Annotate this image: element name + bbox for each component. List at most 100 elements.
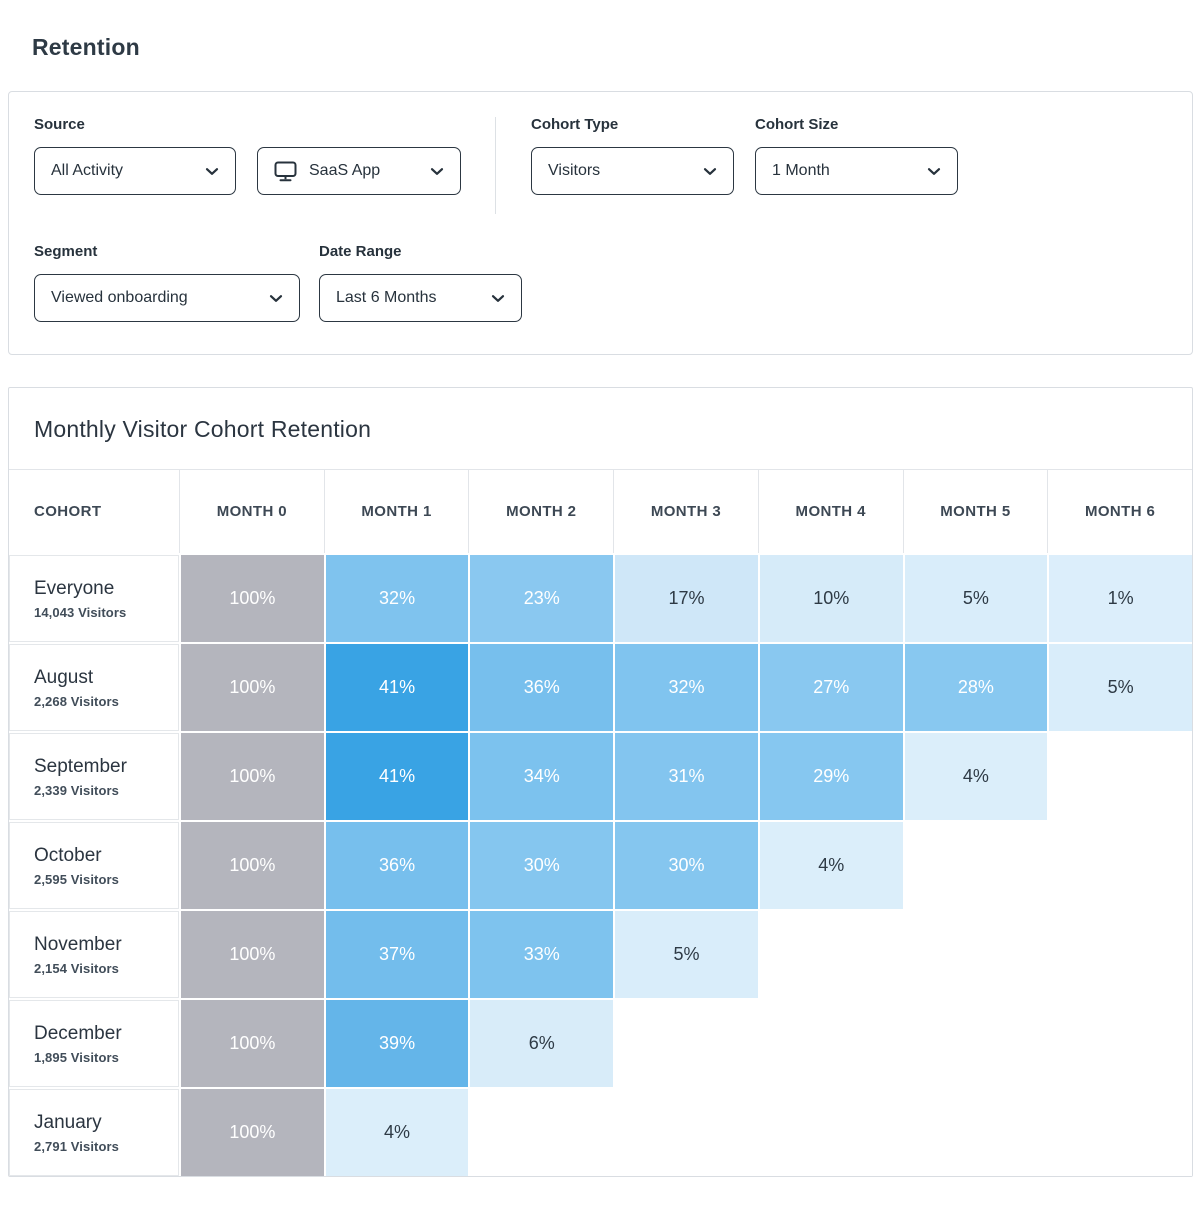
retention-cell: 100% <box>181 1000 324 1087</box>
retention-cell: 41% <box>325 733 469 820</box>
filter-group-cohort-size: Cohort Size 1 Month <box>755 116 958 195</box>
cohort-name: January <box>34 1111 102 1133</box>
retention-cell: 32% <box>325 555 469 642</box>
empty-cell <box>1049 1089 1192 1176</box>
column-header-month: MONTH 0 <box>179 470 324 553</box>
column-header-month: MONTH 6 <box>1047 470 1192 553</box>
cohort-name: Everyone <box>34 577 115 599</box>
cohort-visitor-count: 2,339 Visitors <box>34 782 119 798</box>
empty-cell <box>615 1000 758 1087</box>
date-range-label: Date Range <box>319 243 402 260</box>
cohort-visitor-count: 2,791 Visitors <box>34 1138 119 1154</box>
chevron-down-icon <box>205 167 219 176</box>
monitor-icon <box>274 161 297 182</box>
retention-cell: 100% <box>181 822 324 909</box>
retention-cell: 41% <box>325 644 469 731</box>
retention-cell: 100% <box>181 555 324 642</box>
date-range-value: Last 6 Months <box>336 289 437 306</box>
segment-label: Segment <box>34 243 98 260</box>
retention-cell: 30% <box>470 822 614 909</box>
retention-cell: 5% <box>1049 644 1192 731</box>
cohort-name: October <box>34 844 102 866</box>
column-header-cohort: COHORT <box>34 503 102 520</box>
retention-table-panel: Monthly Visitor Cohort Retention COHORT M… <box>8 387 1193 1177</box>
empty-cell <box>1049 1000 1192 1087</box>
cohort-type-label: Cohort Type <box>531 116 619 133</box>
cohort-label-cell: August 2,268 Visitors <box>9 644 179 731</box>
retention-cell: 36% <box>325 822 469 909</box>
cohort-size-value: 1 Month <box>772 162 830 179</box>
cohort-name: December <box>34 1022 122 1044</box>
column-header-month: MONTH 1 <box>323 470 469 553</box>
empty-cell <box>1049 733 1192 820</box>
retention-cell: 36% <box>470 644 614 731</box>
chevron-down-icon <box>269 294 283 303</box>
retention-cell: 17% <box>615 555 758 642</box>
retention-cell: 32% <box>615 644 758 731</box>
cohort-visitor-count: 2,595 Visitors <box>34 871 119 887</box>
cohort-type-dropdown[interactable]: Visitors <box>531 147 734 195</box>
cohort-visitor-count: 2,268 Visitors <box>34 693 119 709</box>
retention-cell: 23% <box>470 555 614 642</box>
cohort-label-cell: November 2,154 Visitors <box>9 911 179 998</box>
source-app-value: SaaS App <box>309 162 381 179</box>
date-range-dropdown[interactable]: Last 6 Months <box>319 274 522 322</box>
source-activity-value: All Activity <box>51 162 124 179</box>
retention-cell: 29% <box>759 733 903 820</box>
chevron-down-icon <box>927 167 941 176</box>
source-label: Source <box>34 116 85 133</box>
page-title: Retention <box>32 34 140 60</box>
retention-cell: 39% <box>325 1000 469 1087</box>
cohort-grid: Everyone 14,043 Visitors 100% 32% 23% 17% 10% 5… <box>9 553 1192 1176</box>
segment-dropdown[interactable]: Viewed onboarding <box>34 274 300 322</box>
cohort-type-value: Visitors <box>548 162 601 179</box>
source-app-dropdown[interactable]: SaaS App <box>257 147 461 195</box>
column-header-month: MONTH 5 <box>902 470 1048 553</box>
filter-group-source: Source All Activity <box>34 116 461 195</box>
cohort-visitor-count: 14,043 Visitors <box>34 604 127 620</box>
retention-cell: 33% <box>470 911 614 998</box>
cohort-label-cell: January 2,791 Visitors <box>9 1089 179 1176</box>
retention-cell: 5% <box>904 555 1048 642</box>
column-header-month: MONTH 3 <box>613 470 758 553</box>
retention-cell: 27% <box>759 644 903 731</box>
retention-cell: 28% <box>904 644 1048 731</box>
chevron-down-icon <box>430 167 444 176</box>
retention-cell: 100% <box>181 733 324 820</box>
empty-cell <box>1049 822 1192 909</box>
cohort-visitor-count: 2,154 Visitors <box>34 960 119 976</box>
cohort-name: August <box>34 666 94 688</box>
filters-panel: Source All Activity <box>8 91 1193 355</box>
column-header-month: MONTH 2 <box>468 470 613 553</box>
filter-row-top: Source All Activity <box>34 116 1167 214</box>
cohort-label-cell: September 2,339 Visitors <box>9 733 179 820</box>
cohort-visitor-count: 1,895 Visitors <box>34 1049 119 1065</box>
column-header-month: MONTH 4 <box>757 470 903 553</box>
empty-cell <box>905 1000 1048 1087</box>
retention-cell: 5% <box>615 911 758 998</box>
filter-group-cohort-type: Cohort Type Visitors <box>531 116 734 195</box>
retention-cell: 34% <box>470 733 614 820</box>
empty-cell <box>905 1089 1048 1176</box>
retention-cell: 100% <box>181 644 324 731</box>
retention-cell: 4% <box>904 733 1048 820</box>
chevron-down-icon <box>703 167 717 176</box>
empty-cell <box>1049 911 1192 998</box>
empty-cell <box>760 911 903 998</box>
retention-cell: 31% <box>615 733 758 820</box>
retention-cell: 10% <box>759 555 903 642</box>
retention-cell: 100% <box>181 911 324 998</box>
retention-page: Retention Source All Activity <box>8 34 1193 1177</box>
cohort-label-cell: December 1,895 Visitors <box>9 1000 179 1087</box>
retention-cell: 4% <box>325 1089 469 1176</box>
cohort-size-dropdown[interactable]: 1 Month <box>755 147 958 195</box>
cohort-label-cell: Everyone 14,043 Visitors <box>9 555 179 642</box>
source-activity-dropdown[interactable]: All Activity <box>34 147 236 195</box>
retention-cell: 1% <box>1049 555 1192 642</box>
empty-cell <box>905 911 1048 998</box>
filter-divider <box>495 117 496 214</box>
table-header: COHORT MONTH 0 MONTH 1 MONTH 2 MONTH 3 MONTH … <box>9 469 1192 553</box>
retention-cell: 6% <box>470 1000 614 1087</box>
empty-cell <box>615 1089 758 1176</box>
empty-cell <box>760 1089 903 1176</box>
